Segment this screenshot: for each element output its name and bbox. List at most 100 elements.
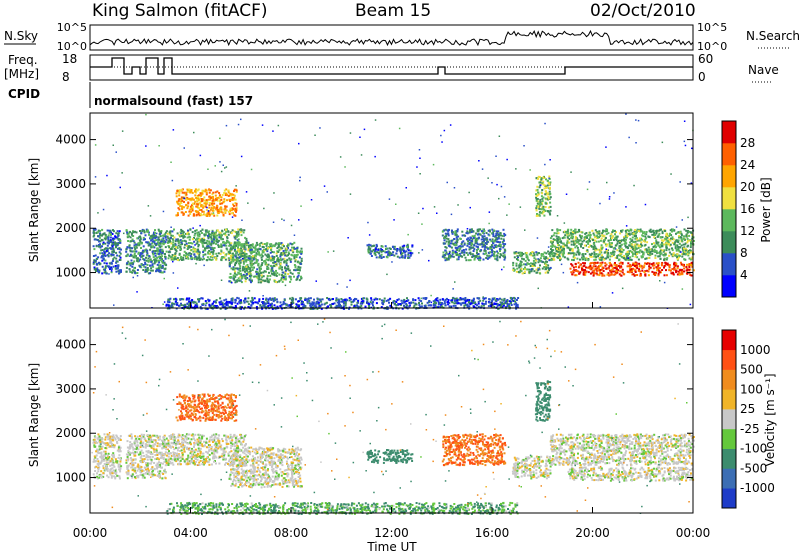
data-cell xyxy=(106,247,109,250)
data-cell xyxy=(492,231,494,234)
data-cell xyxy=(210,208,213,211)
data-cell xyxy=(524,263,527,266)
data-cell xyxy=(167,298,170,301)
data-cell xyxy=(681,247,684,250)
data-cell xyxy=(575,253,578,256)
data-cell xyxy=(620,248,623,251)
data-cell xyxy=(589,240,591,243)
data-cell xyxy=(407,253,410,256)
data-cell xyxy=(499,232,502,235)
data-cell xyxy=(645,237,648,240)
data-cell xyxy=(151,238,154,241)
data-cell xyxy=(309,297,312,300)
data-cell xyxy=(240,300,242,303)
data-cell xyxy=(259,281,262,284)
nsky-label: N.Sky xyxy=(4,29,38,43)
data-cell xyxy=(471,243,473,246)
data-cell xyxy=(654,230,657,232)
data-cell xyxy=(626,270,629,273)
data-cell xyxy=(293,241,296,244)
data-cell xyxy=(686,263,688,266)
data-cell xyxy=(202,204,205,207)
data-cell xyxy=(253,256,255,259)
data-cell xyxy=(447,253,450,256)
data-cell xyxy=(187,242,190,244)
data-cell xyxy=(401,255,404,257)
data-cell xyxy=(208,191,211,194)
data-cell xyxy=(620,270,623,273)
data-cell xyxy=(668,248,671,251)
data-cell xyxy=(634,243,637,246)
data-cell xyxy=(140,266,143,269)
data-cell xyxy=(675,244,677,247)
data-cell xyxy=(435,306,438,309)
data-cell xyxy=(686,237,689,240)
data-cell xyxy=(517,297,520,299)
data-cell xyxy=(117,264,120,267)
data-cell xyxy=(249,249,252,252)
data-cell xyxy=(497,230,500,233)
data-cell xyxy=(191,231,194,234)
data-cell xyxy=(468,248,471,251)
data-cell xyxy=(138,239,141,242)
data-cell xyxy=(631,269,634,272)
data-cell xyxy=(592,273,595,276)
data-cell xyxy=(225,253,228,256)
data-cell xyxy=(594,265,597,268)
data-cell xyxy=(116,267,119,270)
data-cell xyxy=(600,249,603,251)
data-cell xyxy=(193,214,195,217)
data-cell xyxy=(371,250,374,253)
data-cell xyxy=(563,256,566,259)
data-cell xyxy=(579,263,582,266)
data-cell xyxy=(574,231,577,234)
data-cell xyxy=(555,250,558,252)
data-cell xyxy=(558,244,561,247)
data-cell xyxy=(473,244,476,247)
data-cell xyxy=(153,239,156,242)
data-cell xyxy=(131,262,134,265)
data-cell xyxy=(186,207,189,210)
data-cell xyxy=(607,249,609,252)
data-cell xyxy=(149,259,152,262)
data-cell xyxy=(396,299,399,301)
data-cell xyxy=(320,300,323,303)
data-cell xyxy=(562,245,565,248)
data-cell xyxy=(250,263,253,265)
data-cell xyxy=(139,238,142,241)
data-cell xyxy=(92,261,95,264)
data-cell xyxy=(558,252,561,255)
data-cell xyxy=(212,191,215,194)
data-cell xyxy=(680,270,683,273)
data-cell xyxy=(681,239,683,242)
data-cell xyxy=(448,250,451,253)
data-cell xyxy=(547,195,550,198)
data-cell xyxy=(151,234,154,237)
data-cell xyxy=(644,257,647,260)
data-cell xyxy=(551,255,554,257)
data-cell xyxy=(217,239,220,242)
data-cell xyxy=(610,251,612,254)
data-cell xyxy=(671,230,673,233)
data-cell xyxy=(372,306,375,309)
data-cell xyxy=(590,245,593,247)
data-cell xyxy=(128,245,131,248)
data-cell xyxy=(267,259,270,262)
data-cell xyxy=(126,253,129,256)
data-cell xyxy=(266,258,269,261)
data-cell xyxy=(238,272,241,275)
data-cell xyxy=(96,270,99,273)
data-cell xyxy=(535,205,538,208)
data-cell xyxy=(560,240,562,243)
data-cell xyxy=(661,230,664,233)
data-cell xyxy=(277,260,280,263)
data-cell xyxy=(451,231,454,234)
data-cell xyxy=(569,267,572,270)
data-cell xyxy=(572,255,575,258)
data-cell xyxy=(566,233,569,236)
data-cell xyxy=(208,258,211,261)
data-cell xyxy=(181,199,184,202)
data-cell xyxy=(680,244,683,247)
data-cell xyxy=(604,237,607,240)
